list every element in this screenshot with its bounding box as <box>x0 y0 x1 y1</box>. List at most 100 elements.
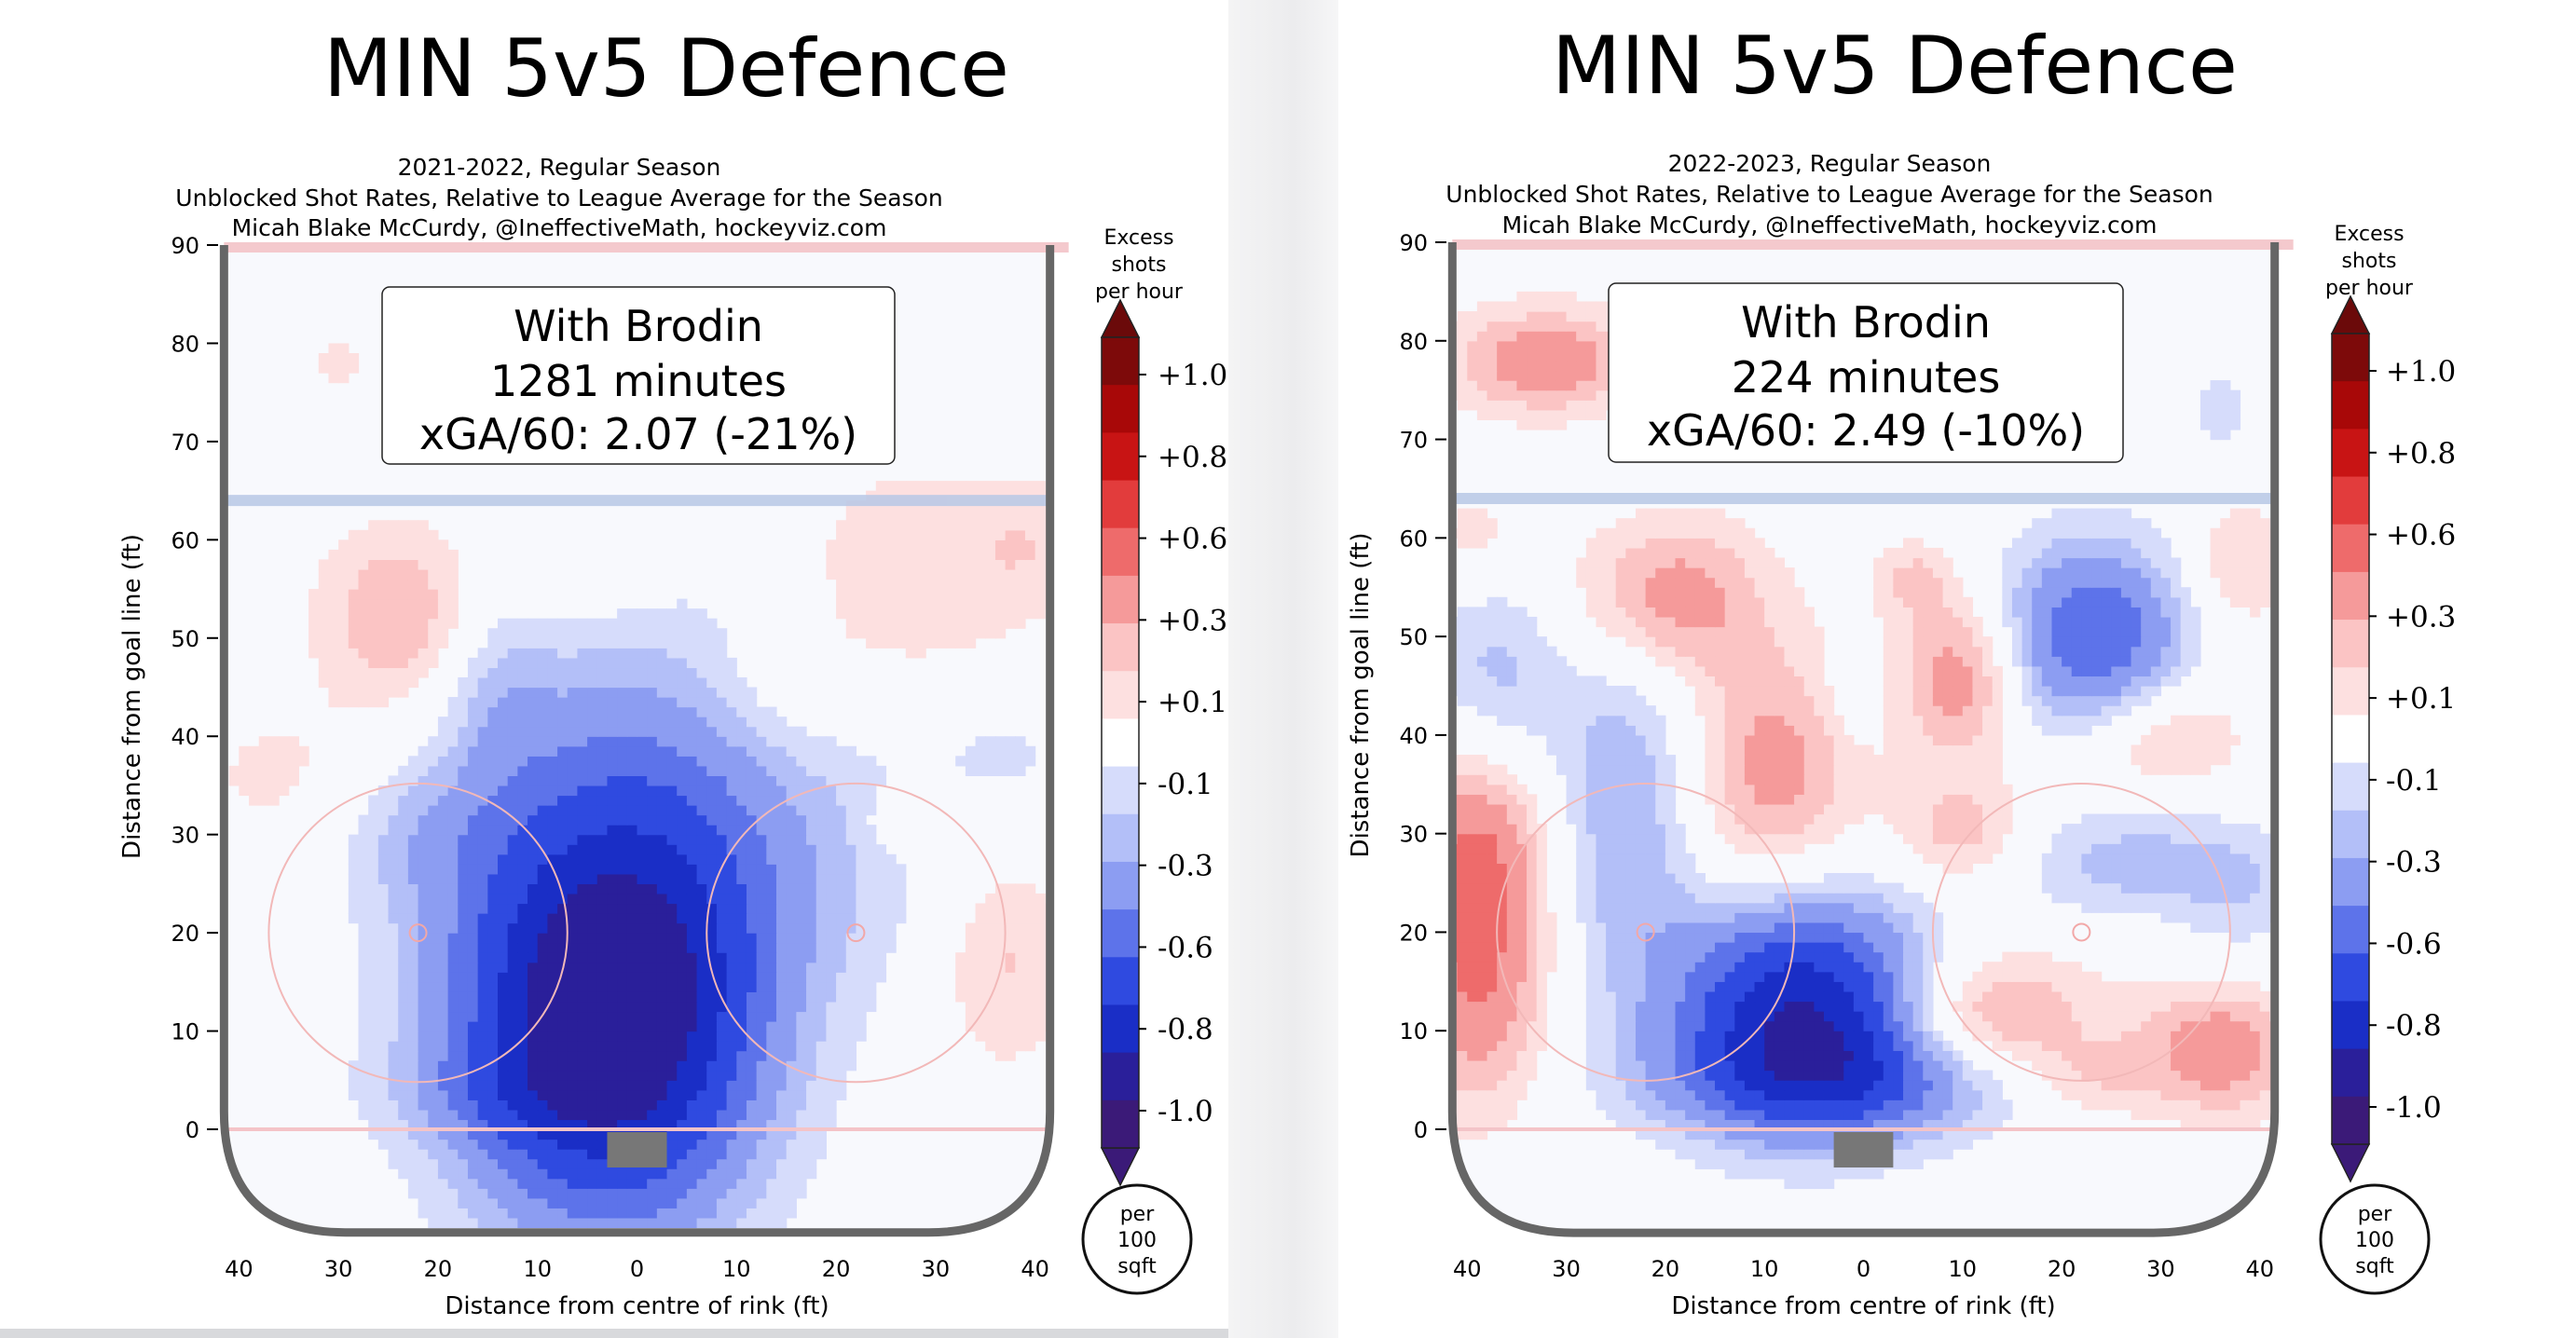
heat-cell <box>1024 481 1036 492</box>
heat-cell <box>537 756 548 767</box>
heat-cell <box>994 549 1007 561</box>
heat-cell <box>437 981 449 992</box>
heat-cell <box>1675 1020 1686 1031</box>
heat-cell <box>467 844 479 855</box>
heat-cell <box>528 676 539 689</box>
heat-cell <box>656 853 668 865</box>
heat-cell <box>398 844 409 855</box>
heat-cell <box>2190 1011 2201 1022</box>
heat-cell <box>507 1021 518 1032</box>
heat-cell <box>2150 1099 2162 1111</box>
heat-cell <box>1645 1089 1656 1100</box>
heat-cell <box>746 805 758 816</box>
heat-cell <box>796 1099 807 1111</box>
heat-cell <box>776 1178 788 1189</box>
heat-cell <box>1655 981 1666 992</box>
heat-cell <box>736 814 747 826</box>
heat-cell <box>1615 1119 1626 1130</box>
heat-cell <box>467 922 479 934</box>
x-tick-label: 40 <box>225 1256 253 1282</box>
heat-cell <box>1912 1001 1924 1012</box>
heat-cell <box>716 1149 728 1160</box>
heat-cell <box>806 1089 817 1100</box>
heat-cell <box>796 1070 807 1081</box>
heat-cell <box>1694 990 1706 1003</box>
heat-cell <box>528 893 539 905</box>
heat-cell <box>686 676 698 689</box>
heat-cell <box>1883 1011 1894 1022</box>
heat-cell <box>736 765 747 776</box>
heat-cell <box>905 637 917 649</box>
heat-cell <box>766 1070 777 1081</box>
heat-cell <box>388 775 399 786</box>
heat-cell <box>498 1168 509 1180</box>
heat-cell <box>607 1168 618 1180</box>
heat-cell <box>228 765 240 776</box>
heat-cell <box>875 559 887 570</box>
heat-cell <box>1015 510 1026 521</box>
heat-cell <box>845 922 857 934</box>
heat-cell <box>2081 981 2092 992</box>
heat-cell <box>388 962 399 973</box>
heat-cell <box>447 717 459 728</box>
heat-cell <box>985 510 996 521</box>
heat-cell <box>786 805 797 816</box>
heat-cell <box>925 568 937 580</box>
heat-cell <box>965 962 977 973</box>
heat-cell <box>487 893 499 905</box>
heat-cell <box>626 657 638 669</box>
heat-cell <box>2240 1080 2251 1091</box>
heat-cell <box>2062 1020 2073 1031</box>
heat-cell <box>1953 1139 1964 1150</box>
heat-cell <box>1685 990 1696 1003</box>
heat-cell <box>517 657 528 669</box>
heat-cell <box>1497 971 1508 982</box>
heat-cell <box>736 834 747 845</box>
heat-cell <box>637 903 648 914</box>
heat-cell <box>437 539 449 551</box>
heat-cell <box>845 1031 857 1042</box>
heat-cell <box>1625 1109 1637 1121</box>
heat-cell <box>1814 1109 1825 1121</box>
heat-cell <box>498 745 509 757</box>
heat-cell <box>826 1099 837 1111</box>
heat-cell <box>487 765 499 776</box>
heat-cell <box>437 864 449 875</box>
heat-cell <box>1635 1119 1647 1130</box>
heat-cell <box>407 1139 419 1150</box>
heat-cell <box>458 1001 469 1013</box>
heat-cell <box>985 1011 996 1022</box>
heat-cell <box>806 962 817 973</box>
heat-cell <box>1536 981 1547 992</box>
heat-cell <box>885 883 897 894</box>
heat-cell <box>2111 1031 2122 1042</box>
heat-cell <box>428 1050 439 1061</box>
heat-cell <box>596 991 609 1003</box>
heat-cell <box>487 697 499 708</box>
heat-cell <box>1754 1099 1765 1111</box>
heat-cell <box>398 942 409 953</box>
heat-cell <box>547 628 558 639</box>
heat-cell <box>716 834 728 845</box>
heat-cell <box>836 942 847 953</box>
heat-cell <box>836 1060 847 1072</box>
heat-cell <box>528 864 539 875</box>
heat-cell <box>647 1001 658 1013</box>
heat-cell <box>617 637 628 649</box>
heat-cell <box>1476 1129 1488 1140</box>
heat-cell <box>1596 1070 1607 1081</box>
heat-cell <box>806 1050 817 1061</box>
heat-cell <box>1527 990 1538 1003</box>
heat-cell <box>407 765 419 776</box>
heat-cell <box>1873 1011 1884 1022</box>
heat-cell <box>1784 990 1795 1003</box>
heat-cell <box>587 1070 598 1081</box>
heat-cell <box>607 657 618 669</box>
heat-cell <box>826 864 837 875</box>
heat-cell <box>328 608 339 620</box>
heat-cell <box>1843 1059 1855 1072</box>
heat-cell <box>666 814 678 826</box>
chart-subtitle-description: Unblocked Shot Rates, Relative to League… <box>175 184 942 212</box>
heat-cell <box>1024 962 1036 973</box>
heat-cell <box>806 1109 817 1121</box>
